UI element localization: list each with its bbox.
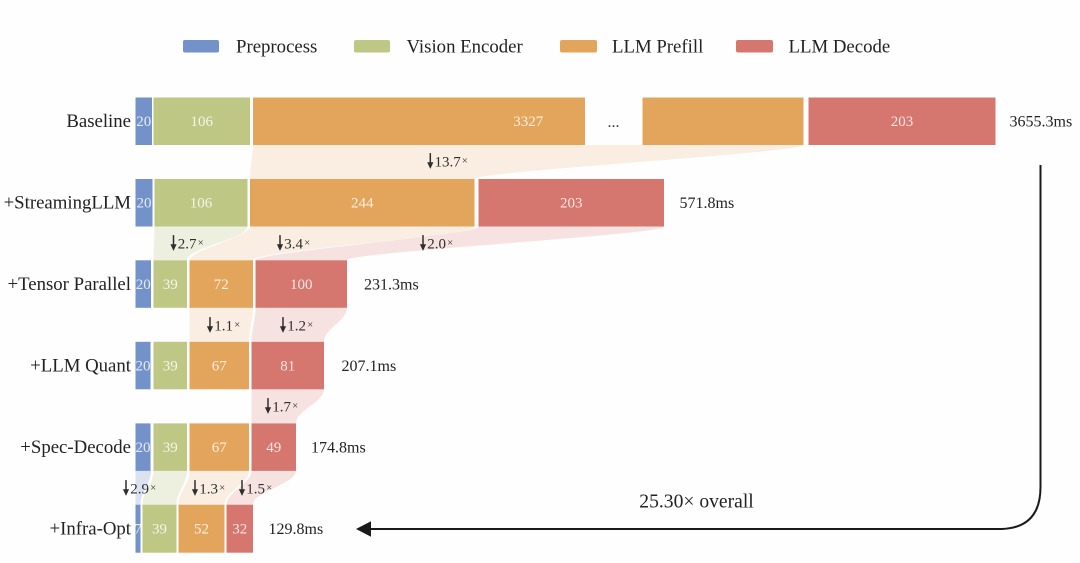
svg-text:LLM Decode: LLM Decode — [789, 37, 891, 58]
svg-text:×: × — [462, 156, 468, 167]
svg-text:2.0: 2.0 — [427, 237, 446, 253]
svg-text:39: 39 — [152, 522, 167, 538]
svg-text:129.8ms: 129.8ms — [269, 521, 324, 538]
svg-text:20: 20 — [136, 358, 151, 374]
svg-text:67: 67 — [212, 358, 228, 374]
svg-text:1.7: 1.7 — [272, 400, 291, 416]
svg-text:100: 100 — [290, 277, 313, 293]
svg-text:207.1ms: 207.1ms — [342, 358, 397, 375]
svg-text:20: 20 — [136, 440, 151, 456]
svg-text:...: ... — [608, 114, 620, 131]
svg-text:×: × — [219, 483, 225, 494]
svg-text:+Spec-Decode: +Spec-Decode — [20, 437, 131, 458]
svg-text:49: 49 — [266, 440, 281, 456]
svg-text:1.2: 1.2 — [287, 319, 306, 335]
svg-text:106: 106 — [191, 114, 214, 130]
svg-text:25.30× overall: 25.30× overall — [639, 492, 754, 513]
svg-text:67: 67 — [212, 440, 228, 456]
svg-text:203: 203 — [891, 114, 914, 130]
svg-text:Preprocess: Preprocess — [236, 37, 317, 58]
svg-text:81: 81 — [280, 358, 295, 374]
svg-text:39: 39 — [163, 440, 178, 456]
svg-text:Vision Encoder: Vision Encoder — [407, 37, 524, 58]
svg-text:7: 7 — [134, 522, 142, 538]
svg-text:39: 39 — [163, 277, 178, 293]
svg-text:+Tensor Parallel: +Tensor Parallel — [8, 274, 132, 295]
svg-text:×: × — [150, 483, 156, 494]
svg-text:×: × — [198, 238, 204, 249]
svg-text:+LLM Quant: +LLM Quant — [30, 356, 132, 377]
svg-text:1.1: 1.1 — [214, 319, 233, 335]
svg-text:571.8ms: 571.8ms — [680, 195, 735, 212]
svg-text:72: 72 — [214, 277, 229, 293]
svg-text:2.7: 2.7 — [178, 237, 197, 253]
svg-text:×: × — [304, 238, 310, 249]
svg-text:52: 52 — [194, 522, 209, 538]
svg-text:3655.3ms: 3655.3ms — [1010, 114, 1073, 131]
svg-text:+Infra-Opt: +Infra-Opt — [49, 519, 131, 540]
svg-text:106: 106 — [190, 196, 213, 212]
svg-text:20: 20 — [137, 196, 152, 212]
svg-text:Baseline: Baseline — [66, 111, 131, 132]
svg-text:1.5: 1.5 — [246, 482, 265, 498]
svg-text:3327: 3327 — [513, 114, 544, 130]
svg-text:244: 244 — [351, 196, 374, 212]
svg-text:+StreamingLLM: +StreamingLLM — [4, 193, 132, 214]
svg-text:×: × — [266, 483, 272, 494]
svg-text:20: 20 — [136, 114, 151, 130]
svg-text:3.4: 3.4 — [284, 237, 303, 253]
svg-text:LLM Prefill: LLM Prefill — [612, 37, 703, 58]
svg-text:203: 203 — [560, 196, 583, 212]
svg-text:231.3ms: 231.3ms — [364, 276, 419, 293]
svg-text:×: × — [234, 320, 240, 331]
svg-text:32: 32 — [232, 522, 247, 538]
svg-text:×: × — [292, 401, 298, 412]
svg-text:×: × — [307, 320, 313, 331]
svg-text:39: 39 — [163, 358, 178, 374]
svg-text:13.7: 13.7 — [435, 155, 462, 171]
svg-text:20: 20 — [136, 277, 151, 293]
svg-text:1.3: 1.3 — [199, 482, 218, 498]
svg-text:×: × — [447, 238, 453, 249]
svg-text:2.9: 2.9 — [130, 482, 149, 498]
svg-text:174.8ms: 174.8ms — [311, 440, 366, 457]
